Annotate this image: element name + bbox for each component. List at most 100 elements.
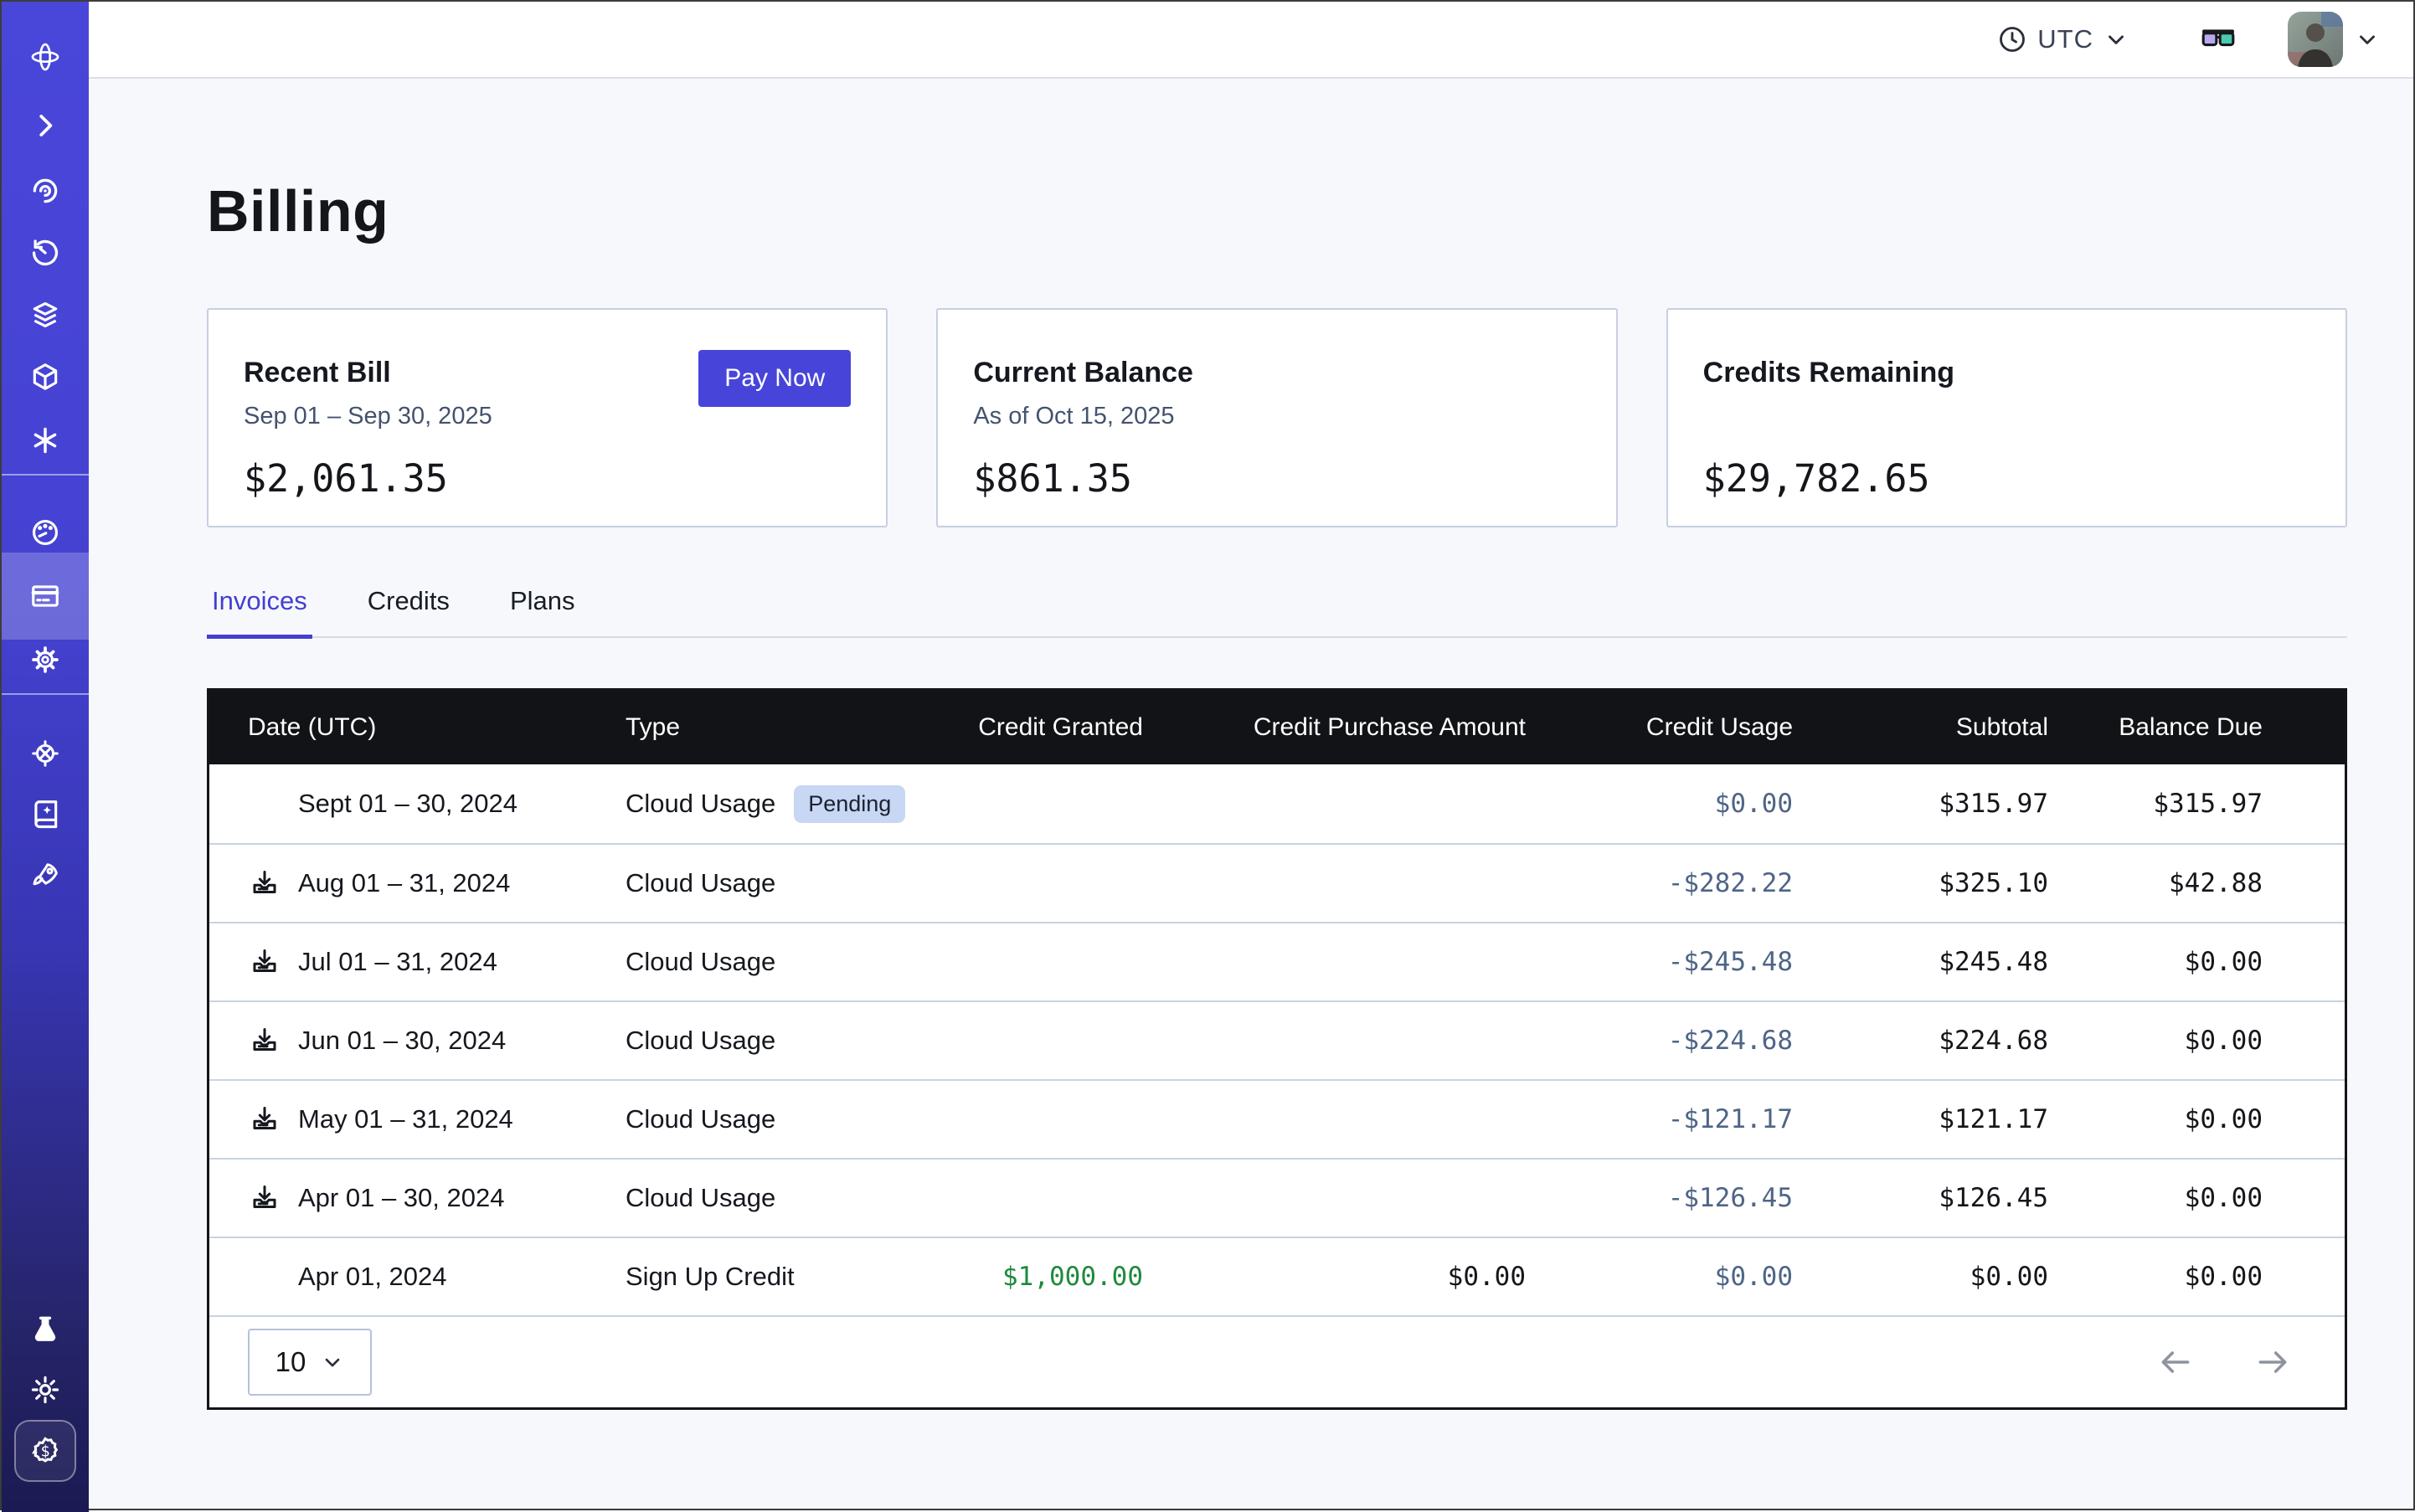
invoice-row: May 01 – 31, 2024 Cloud Usage -$121.17 $121… bbox=[209, 1079, 2345, 1158]
chevron-down-icon bbox=[2109, 35, 2124, 44]
invoice-type: Cloud Usage bbox=[626, 868, 776, 897]
credit-usage: $0.00 bbox=[1714, 789, 1793, 819]
invoice-date: Sept 01 – 30, 2024 bbox=[298, 789, 518, 818]
timezone-selector[interactable]: UTC bbox=[1997, 24, 2129, 54]
arrow-right-icon bbox=[2258, 1351, 2287, 1373]
invoice-date: Apr 01, 2024 bbox=[298, 1262, 447, 1291]
download-slot-empty bbox=[248, 787, 281, 820]
col-header-date: Date (UTC) bbox=[248, 713, 377, 741]
download-invoice-button[interactable] bbox=[248, 867, 281, 900]
main-content: Billing Recent Bill Sep 01 – Sep 30, 202… bbox=[89, 79, 2413, 1509]
invoice-date: Apr 01 – 30, 2024 bbox=[298, 1183, 505, 1212]
subtotal: $224.68 bbox=[1939, 1026, 2048, 1056]
sidebar-expand-chevron-icon[interactable] bbox=[2, 94, 89, 157]
credits-remaining-amount: $29,782.65 bbox=[1702, 456, 1930, 501]
svg-text:$: $ bbox=[40, 1443, 49, 1461]
card-title: Recent Bill bbox=[244, 357, 391, 388]
invoice-type: Cloud Usage bbox=[626, 947, 776, 976]
download-invoice-button[interactable] bbox=[248, 945, 281, 979]
download-invoice-button[interactable] bbox=[248, 1103, 281, 1136]
credits-remaining-card: Credits Remaining $29,782.65 bbox=[1666, 308, 2347, 527]
invoice-date: Jun 01 – 30, 2024 bbox=[298, 1026, 507, 1055]
download-icon bbox=[253, 1028, 276, 1051]
tab-invoices[interactable]: Invoices bbox=[207, 574, 312, 639]
sidebar-divider bbox=[2, 474, 89, 476]
sidebar-item-theme-sun[interactable] bbox=[2, 1358, 89, 1422]
tab-credits[interactable]: Credits bbox=[367, 586, 450, 615]
credit-granted: $1,000.00 bbox=[1002, 1262, 1143, 1292]
vision-mode-button[interactable] bbox=[2199, 23, 2237, 56]
pay-now-button[interactable]: Pay Now bbox=[698, 350, 852, 407]
billing-tabs: Invoices Credits Plans bbox=[207, 574, 2347, 639]
col-header-balance-due: Balance Due bbox=[2119, 713, 2263, 741]
user-avatar[interactable] bbox=[2288, 12, 2343, 67]
page-size-select[interactable]: 10 bbox=[248, 1329, 372, 1396]
sidebar-item-usage-gauge[interactable] bbox=[2, 501, 89, 564]
sidebar-item-billing[interactable] bbox=[2, 553, 89, 640]
subtotal: $325.10 bbox=[1939, 868, 2048, 898]
download-invoice-button[interactable] bbox=[248, 1181, 281, 1215]
invoice-type: Cloud Usage bbox=[626, 1026, 776, 1055]
card-title: Current Balance bbox=[973, 357, 1193, 388]
balance-due: $42.88 bbox=[2169, 868, 2263, 898]
arrow-left-icon bbox=[2161, 1351, 2190, 1373]
account-menu-chevron-icon[interactable] bbox=[2355, 27, 2380, 52]
subtotal: $0.00 bbox=[1970, 1262, 2048, 1292]
invoices-table: Date (UTC) Type Credit Granted Credit Pu… bbox=[207, 688, 2347, 1410]
credit-usage: -$121.17 bbox=[1667, 1104, 1793, 1134]
clock-icon bbox=[2000, 27, 2026, 52]
invoice-type: Cloud Usage bbox=[626, 1183, 776, 1212]
subtotal: $315.97 bbox=[1939, 789, 2048, 819]
balance-as-of: As of Oct 15, 2025 bbox=[973, 403, 1175, 429]
credit-usage: -$282.22 bbox=[1667, 868, 1793, 898]
card-title: Credits Remaining bbox=[1702, 357, 1955, 388]
brand-logo-icon[interactable] bbox=[2, 25, 89, 89]
invoice-date: Aug 01 – 31, 2024 bbox=[298, 868, 511, 897]
topbar: UTC bbox=[89, 2, 2413, 79]
balance-due: $0.00 bbox=[2184, 1026, 2263, 1056]
current-balance-amount: $861.35 bbox=[973, 456, 1132, 501]
page-size-value: 10 bbox=[275, 1346, 306, 1377]
invoice-date: Jul 01 – 31, 2024 bbox=[298, 947, 497, 976]
col-header-credit-purchase: Credit Purchase Amount bbox=[1253, 713, 1526, 741]
sidebar-item-history[interactable] bbox=[2, 221, 89, 285]
download-icon bbox=[253, 949, 276, 972]
sidebar-item-observe[interactable] bbox=[2, 159, 89, 223]
credit-usage: -$245.48 bbox=[1667, 947, 1793, 977]
tab-plans[interactable]: Plans bbox=[509, 586, 575, 615]
sidebar-item-settings[interactable] bbox=[2, 628, 89, 692]
recent-bill-card: Recent Bill Sep 01 – Sep 30, 2025 $2,061… bbox=[207, 308, 888, 527]
sidebar-item-docs-book[interactable] bbox=[2, 782, 89, 846]
sidebar-item-helm[interactable] bbox=[2, 722, 89, 785]
page-title: Billing bbox=[207, 178, 389, 244]
subtotal: $126.45 bbox=[1939, 1183, 2048, 1213]
credit-usage: -$224.68 bbox=[1667, 1026, 1793, 1056]
invoice-row: Apr 01, 2024 Sign Up Credit $1,000.00 $0.00… bbox=[209, 1237, 2345, 1315]
sidebar-item-layers[interactable] bbox=[2, 283, 89, 347]
balance-due: $315.97 bbox=[2153, 789, 2263, 819]
download-icon bbox=[253, 1107, 276, 1129]
download-icon bbox=[253, 871, 276, 893]
next-page-button[interactable] bbox=[2254, 1344, 2291, 1381]
sidebar-item-labs-flask[interactable] bbox=[2, 1298, 89, 1361]
sidebar-item-rocket[interactable] bbox=[2, 844, 89, 908]
balance-due: $0.00 bbox=[2184, 1104, 2263, 1134]
download-slot-empty bbox=[248, 1260, 281, 1293]
invoice-row: Jul 01 – 31, 2024 Cloud Usage -$245.48 $245… bbox=[209, 922, 2345, 1000]
invoice-date: May 01 – 31, 2024 bbox=[298, 1104, 513, 1134]
recent-bill-amount: $2,061.35 bbox=[244, 456, 448, 501]
sidebar-item-sandbox-cube[interactable] bbox=[2, 345, 89, 409]
prev-page-button[interactable] bbox=[2157, 1344, 2194, 1381]
invoice-type: Cloud Usage bbox=[626, 1104, 776, 1134]
pagination-bar: 10 bbox=[209, 1315, 2345, 1407]
credit-usage: -$126.45 bbox=[1667, 1183, 1793, 1213]
balance-due: $0.00 bbox=[2184, 1262, 2263, 1292]
download-invoice-button[interactable] bbox=[248, 1024, 281, 1057]
sidebar-item-asterisk[interactable] bbox=[2, 409, 89, 472]
invoice-row: Sept 01 – 30, 2024 Cloud Usage Pending $0.0… bbox=[209, 764, 2345, 843]
invoice-row: Apr 01 – 30, 2024 Cloud Usage -$126.45 $126… bbox=[209, 1158, 2345, 1237]
card-subtitle-empty bbox=[1703, 403, 2310, 431]
balance-due: $0.00 bbox=[2184, 1183, 2263, 1213]
download-icon bbox=[253, 1185, 276, 1208]
sidebar-item-credits-badge[interactable]: $ bbox=[14, 1420, 76, 1482]
